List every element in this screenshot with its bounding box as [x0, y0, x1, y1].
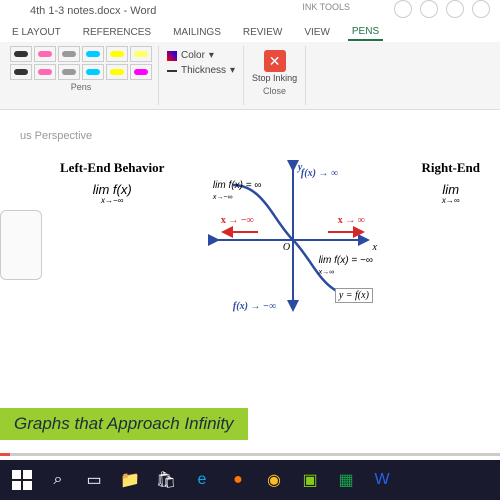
tab-pens[interactable]: PENS: [348, 24, 383, 41]
search-icon[interactable]: ⌕: [42, 464, 74, 496]
color-picker[interactable]: Color▾: [167, 50, 235, 61]
pen-swatch[interactable]: [82, 46, 104, 62]
title-bar: 4th 1-3 notes.docx - Word INK TOOLS: [0, 0, 500, 22]
pen-swatch[interactable]: [106, 46, 128, 62]
word-icon[interactable]: W: [366, 464, 398, 496]
ribbon: Pens Color▾ Thickness▾ ✕ Stop Inking Clo…: [0, 42, 500, 110]
pen-swatch[interactable]: [34, 46, 56, 62]
decorative-circles: [394, 0, 490, 18]
pen-swatch[interactable]: [10, 64, 32, 80]
video-progress-bar[interactable]: [0, 453, 500, 456]
tab-view[interactable]: VIEW: [300, 25, 334, 40]
pen-swatch[interactable]: [130, 46, 152, 62]
ribbon-tabs: E LAYOUT REFERENCES MAILINGS REVIEW VIEW…: [0, 22, 500, 42]
chrome-icon[interactable]: ◉: [258, 464, 290, 496]
document-area: us Perspective Left-End Behavior lim f(x…: [0, 110, 500, 440]
ink-tools-label: INK TOOLS: [302, 2, 350, 12]
tab-references[interactable]: REFERENCES: [79, 25, 155, 40]
stop-inking-button[interactable]: ✕ Stop Inking Close: [244, 46, 306, 105]
right-end-behavior: Right-End limx→∞: [421, 160, 480, 205]
excel-icon[interactable]: ▦: [330, 464, 362, 496]
edge-icon[interactable]: e: [186, 464, 218, 496]
pen-gallery: Pens: [4, 46, 159, 105]
taskbar: ⌕ ▭ 📁 🛍 e ● ◉ ▣ ▦ W: [0, 460, 500, 500]
store-icon[interactable]: 🛍: [150, 464, 182, 496]
firefox-icon[interactable]: ●: [222, 464, 254, 496]
pen-swatch[interactable]: [58, 46, 80, 62]
section-subtitle: us Perspective: [20, 130, 490, 142]
window-title: 4th 1-3 notes.docx - Word: [30, 5, 156, 17]
tab-mailings[interactable]: MAILINGS: [169, 25, 225, 40]
pen-swatch[interactable]: [82, 64, 104, 80]
start-button[interactable]: [6, 464, 38, 496]
pen-swatch[interactable]: [58, 64, 80, 80]
pen-swatch[interactable]: [106, 64, 128, 80]
close-icon: ✕: [264, 50, 286, 72]
left-end-behavior: Left-End Behavior lim f(x)x→−∞: [60, 160, 164, 205]
video-title-banner: Graphs that Approach Infinity: [0, 408, 248, 440]
thumbnail-panel[interactable]: [0, 210, 42, 280]
pen-swatch[interactable]: [34, 64, 56, 80]
pens-group-label: Pens: [71, 82, 92, 92]
color-controls: Color▾ Thickness▾: [159, 46, 244, 105]
tab-review[interactable]: REVIEW: [239, 25, 286, 40]
behavior-graph: lim f(x) = ∞x→−∞ f(x) → ∞ y x → −∞ x → ∞…: [203, 160, 383, 320]
file-explorer-icon[interactable]: 📁: [114, 464, 146, 496]
pen-swatch[interactable]: [130, 64, 152, 80]
tab-layout[interactable]: E LAYOUT: [8, 25, 65, 40]
task-view-icon[interactable]: ▭: [78, 464, 110, 496]
thickness-picker[interactable]: Thickness▾: [167, 65, 235, 76]
pen-swatch[interactable]: [10, 46, 32, 62]
camtasia-icon[interactable]: ▣: [294, 464, 326, 496]
